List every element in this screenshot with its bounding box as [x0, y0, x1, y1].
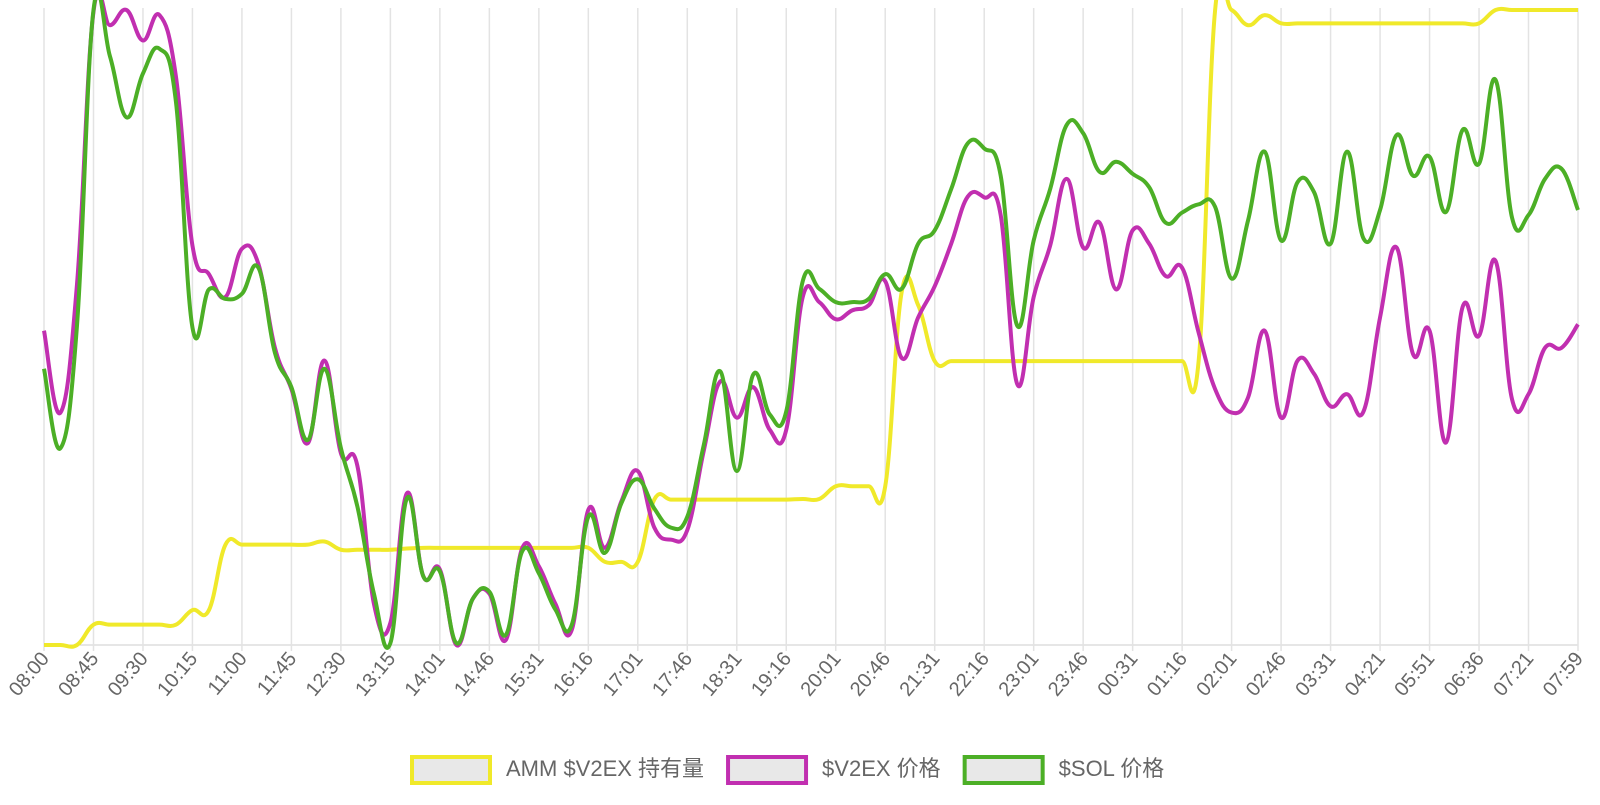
legend: AMM $V2EX 持有量 $V2EX 价格 $SOL 价格: [410, 755, 1165, 785]
x-tick-label: 14:46: [450, 648, 499, 700]
legend-swatch: [410, 755, 492, 785]
x-tick-label: 21:31: [896, 648, 945, 700]
series-line: [44, 0, 1578, 649]
x-tick-label: 09:30: [104, 648, 153, 700]
legend-item[interactable]: AMM $V2EX 持有量: [410, 755, 704, 785]
series-line: [42, 0, 1580, 650]
x-tick-label: 13:15: [351, 648, 400, 700]
x-tick-label: 17:46: [648, 648, 697, 700]
x-tick-label: 11:45: [253, 648, 301, 699]
x-tick-label: 07:21: [1489, 648, 1538, 700]
x-tick-label: 16:16: [549, 648, 598, 700]
x-tick-label: 20:46: [846, 648, 895, 700]
x-tick-label: 23:46: [1044, 648, 1093, 700]
x-tick-label: 18:31: [698, 648, 747, 700]
x-tick-label: 04:21: [1341, 648, 1390, 700]
legend-swatch: [962, 755, 1045, 785]
x-tick-label: 20:01: [797, 648, 846, 700]
legend-swatch: [726, 755, 809, 785]
x-tick-label: 11:00: [204, 648, 252, 699]
x-tick-label: 17:01: [599, 648, 648, 700]
legend-label: $V2EX 价格: [822, 756, 941, 781]
x-tick-label: 08:00: [5, 648, 54, 700]
x-tick-label: 01:16: [1143, 648, 1192, 700]
series-line: [42, 0, 1580, 648]
x-tick-label: 12:30: [302, 648, 351, 700]
x-tick-label: 22:16: [945, 648, 994, 700]
legend-label: AMM $V2EX 持有量: [506, 756, 704, 781]
x-tick-label: 03:31: [1291, 648, 1340, 700]
x-tick-label: 10:15: [153, 648, 202, 700]
x-tick-label: 07:59: [1539, 648, 1588, 700]
x-tick-label: 19:16: [747, 648, 796, 700]
x-tick-label: 05:51: [1390, 648, 1439, 700]
x-tick-label: 14:01: [401, 648, 450, 700]
x-tick-label: 08:45: [54, 648, 103, 700]
x-tick-label: 23:01: [994, 648, 1043, 700]
x-tick-label: 02:46: [1242, 648, 1291, 700]
x-tick-label: 00:31: [1093, 648, 1142, 700]
x-tick-label: 06:36: [1440, 648, 1489, 700]
legend-item[interactable]: $SOL 价格: [962, 755, 1165, 785]
x-tick-label: 02:01: [1192, 648, 1241, 700]
legend-item[interactable]: $V2EX 价格: [726, 755, 941, 785]
x-tick-label: 15:31: [500, 648, 549, 700]
legend-label: $SOL 价格: [1059, 756, 1165, 781]
